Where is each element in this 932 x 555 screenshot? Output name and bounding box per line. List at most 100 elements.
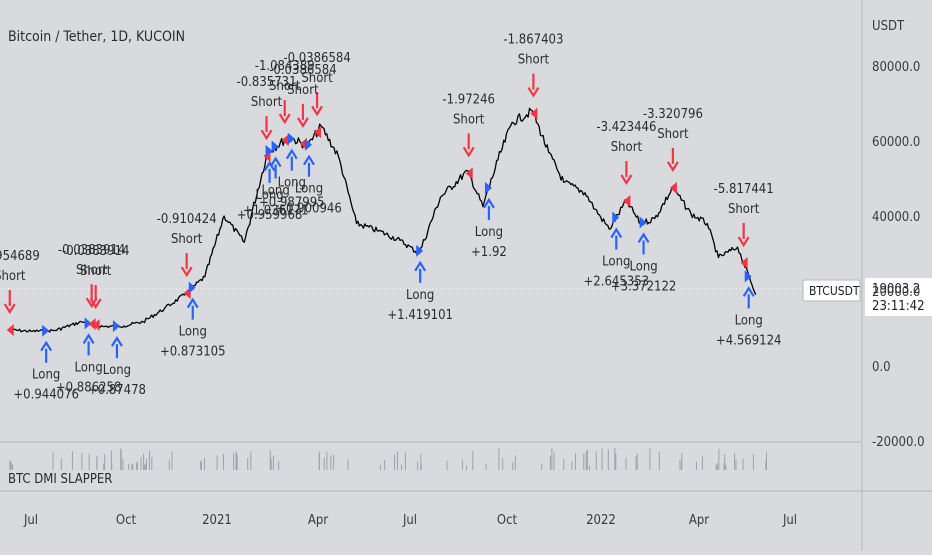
indicator-bar: [233, 453, 235, 470]
time-axis-labels: Jul Oct 2021 Apr Jul Oct 2022 Apr Jul: [23, 513, 797, 528]
indicator-bar: [649, 448, 651, 470]
indicator-bar: [168, 459, 170, 470]
indicator-bar: [347, 459, 349, 470]
indicator-bar: [734, 452, 736, 470]
long-label-line: Long: [255, 188, 283, 203]
long-entry-marker: [287, 132, 295, 145]
short-entry-marker: [92, 319, 100, 331]
indicator-bar: [250, 451, 252, 470]
long-entry-marker: [304, 138, 312, 151]
long-label-line: +0.987995: [259, 196, 325, 211]
indicator-bar: [498, 448, 500, 470]
long-arrow: [263, 160, 276, 183]
indicator-bar: [589, 465, 590, 470]
time-axis-label: Jul: [23, 513, 38, 528]
indicator-bar: [122, 459, 124, 470]
short-label-line: -5.817441: [714, 182, 774, 197]
long-entry-marker: [84, 317, 92, 330]
short-arrow: [278, 100, 291, 125]
indicator-bar: [466, 465, 468, 470]
short-entry-marker: [88, 318, 96, 331]
time-axis-label: Jul: [782, 513, 797, 528]
indicator-bar: [502, 458, 504, 470]
indicator-bar: [379, 464, 381, 470]
trade-markers: [3, 73, 755, 363]
bar-countdown: 23:11:42: [872, 299, 925, 314]
long-arrow: [482, 197, 495, 220]
short-label-line: Short: [728, 202, 760, 217]
indicator-bar: [140, 457, 142, 470]
indicator-bar: [204, 458, 205, 470]
indicator-bar: [583, 453, 585, 470]
short-entry-marker: [465, 167, 473, 180]
indicator-bar: [716, 463, 718, 470]
symbol-label: BTCUSDT: [809, 284, 860, 298]
indicator-bar: [151, 456, 153, 470]
indicator-bar: [446, 460, 448, 470]
indicator-bar: [104, 454, 106, 470]
price-line: [9, 107, 757, 333]
long-arrow: [40, 340, 53, 363]
indicator-bar: [765, 461, 767, 470]
short-label-line: Short: [287, 83, 319, 98]
long-label-line: +4.569124: [716, 333, 782, 348]
indicator-bar: [88, 453, 90, 470]
indicator-bar: [330, 455, 332, 470]
indicator-bar: [615, 453, 617, 470]
indicator-bar: [404, 452, 406, 470]
long-label-line: +3.372122: [611, 279, 677, 294]
long-entry-marker: [188, 281, 196, 294]
indicator-bar: [146, 458, 147, 470]
indicator-bar: [735, 459, 737, 470]
short-entry-marker: [314, 126, 322, 139]
indicator-bar: [384, 459, 386, 470]
short-arrow: [311, 92, 324, 117]
symbol-label-box: [802, 279, 861, 302]
time-axis-label: Jul: [402, 513, 417, 528]
indicator-bar: [149, 450, 150, 470]
indicator-bar: [742, 458, 744, 470]
indicator-bar: [216, 455, 218, 470]
indicator-bar: [103, 463, 105, 470]
short-label-line: Short: [657, 127, 689, 142]
indicator-bar: [236, 454, 238, 470]
long-label-line: +0.959968: [237, 208, 303, 223]
price-axis-currency: USDT: [872, 19, 905, 34]
long-label-line: +0.900946: [276, 202, 342, 217]
time-axis-label: Oct: [116, 513, 137, 528]
long-entry-marker: [612, 211, 620, 224]
indicator-bar: [333, 454, 335, 470]
indicator-bar: [222, 454, 224, 470]
long-arrow: [637, 232, 650, 255]
price-tick-label: 60000.0: [872, 135, 920, 150]
indicator-bar: [60, 458, 62, 470]
time-axis-label: Apr: [689, 513, 709, 528]
indicator-bar: [417, 461, 419, 470]
long-label-line: Long: [735, 313, 763, 328]
indicator-bar: [394, 454, 395, 470]
long-arrow: [303, 154, 315, 177]
long-arrow: [414, 260, 427, 283]
indicator-bar: [128, 463, 130, 470]
indicator-bar: [701, 456, 703, 470]
indicator-bars: [9, 448, 767, 470]
price-tick-label: 40000.0: [872, 210, 920, 225]
indicator-bar: [607, 449, 609, 470]
indicator-bar: [549, 455, 551, 470]
indicator-bar: [52, 451, 54, 470]
long-label-line: +1.036171: [243, 204, 309, 219]
indicator-bar: [724, 454, 726, 470]
long-entry-marker: [744, 270, 752, 283]
short-arrow: [296, 103, 309, 128]
indicator-bar: [120, 448, 122, 470]
short-label-line: -0.0383914: [58, 243, 125, 258]
short-arrow: [666, 147, 679, 172]
short-label-line: -0.910424: [157, 212, 217, 227]
indicator-bar: [272, 455, 274, 470]
indicator-bar: [71, 451, 73, 470]
short-label-line: -1.867403: [503, 33, 563, 48]
short-label-line: Short: [0, 269, 26, 284]
indicator-bar: [679, 459, 681, 470]
long-label-line: Long: [295, 182, 323, 197]
